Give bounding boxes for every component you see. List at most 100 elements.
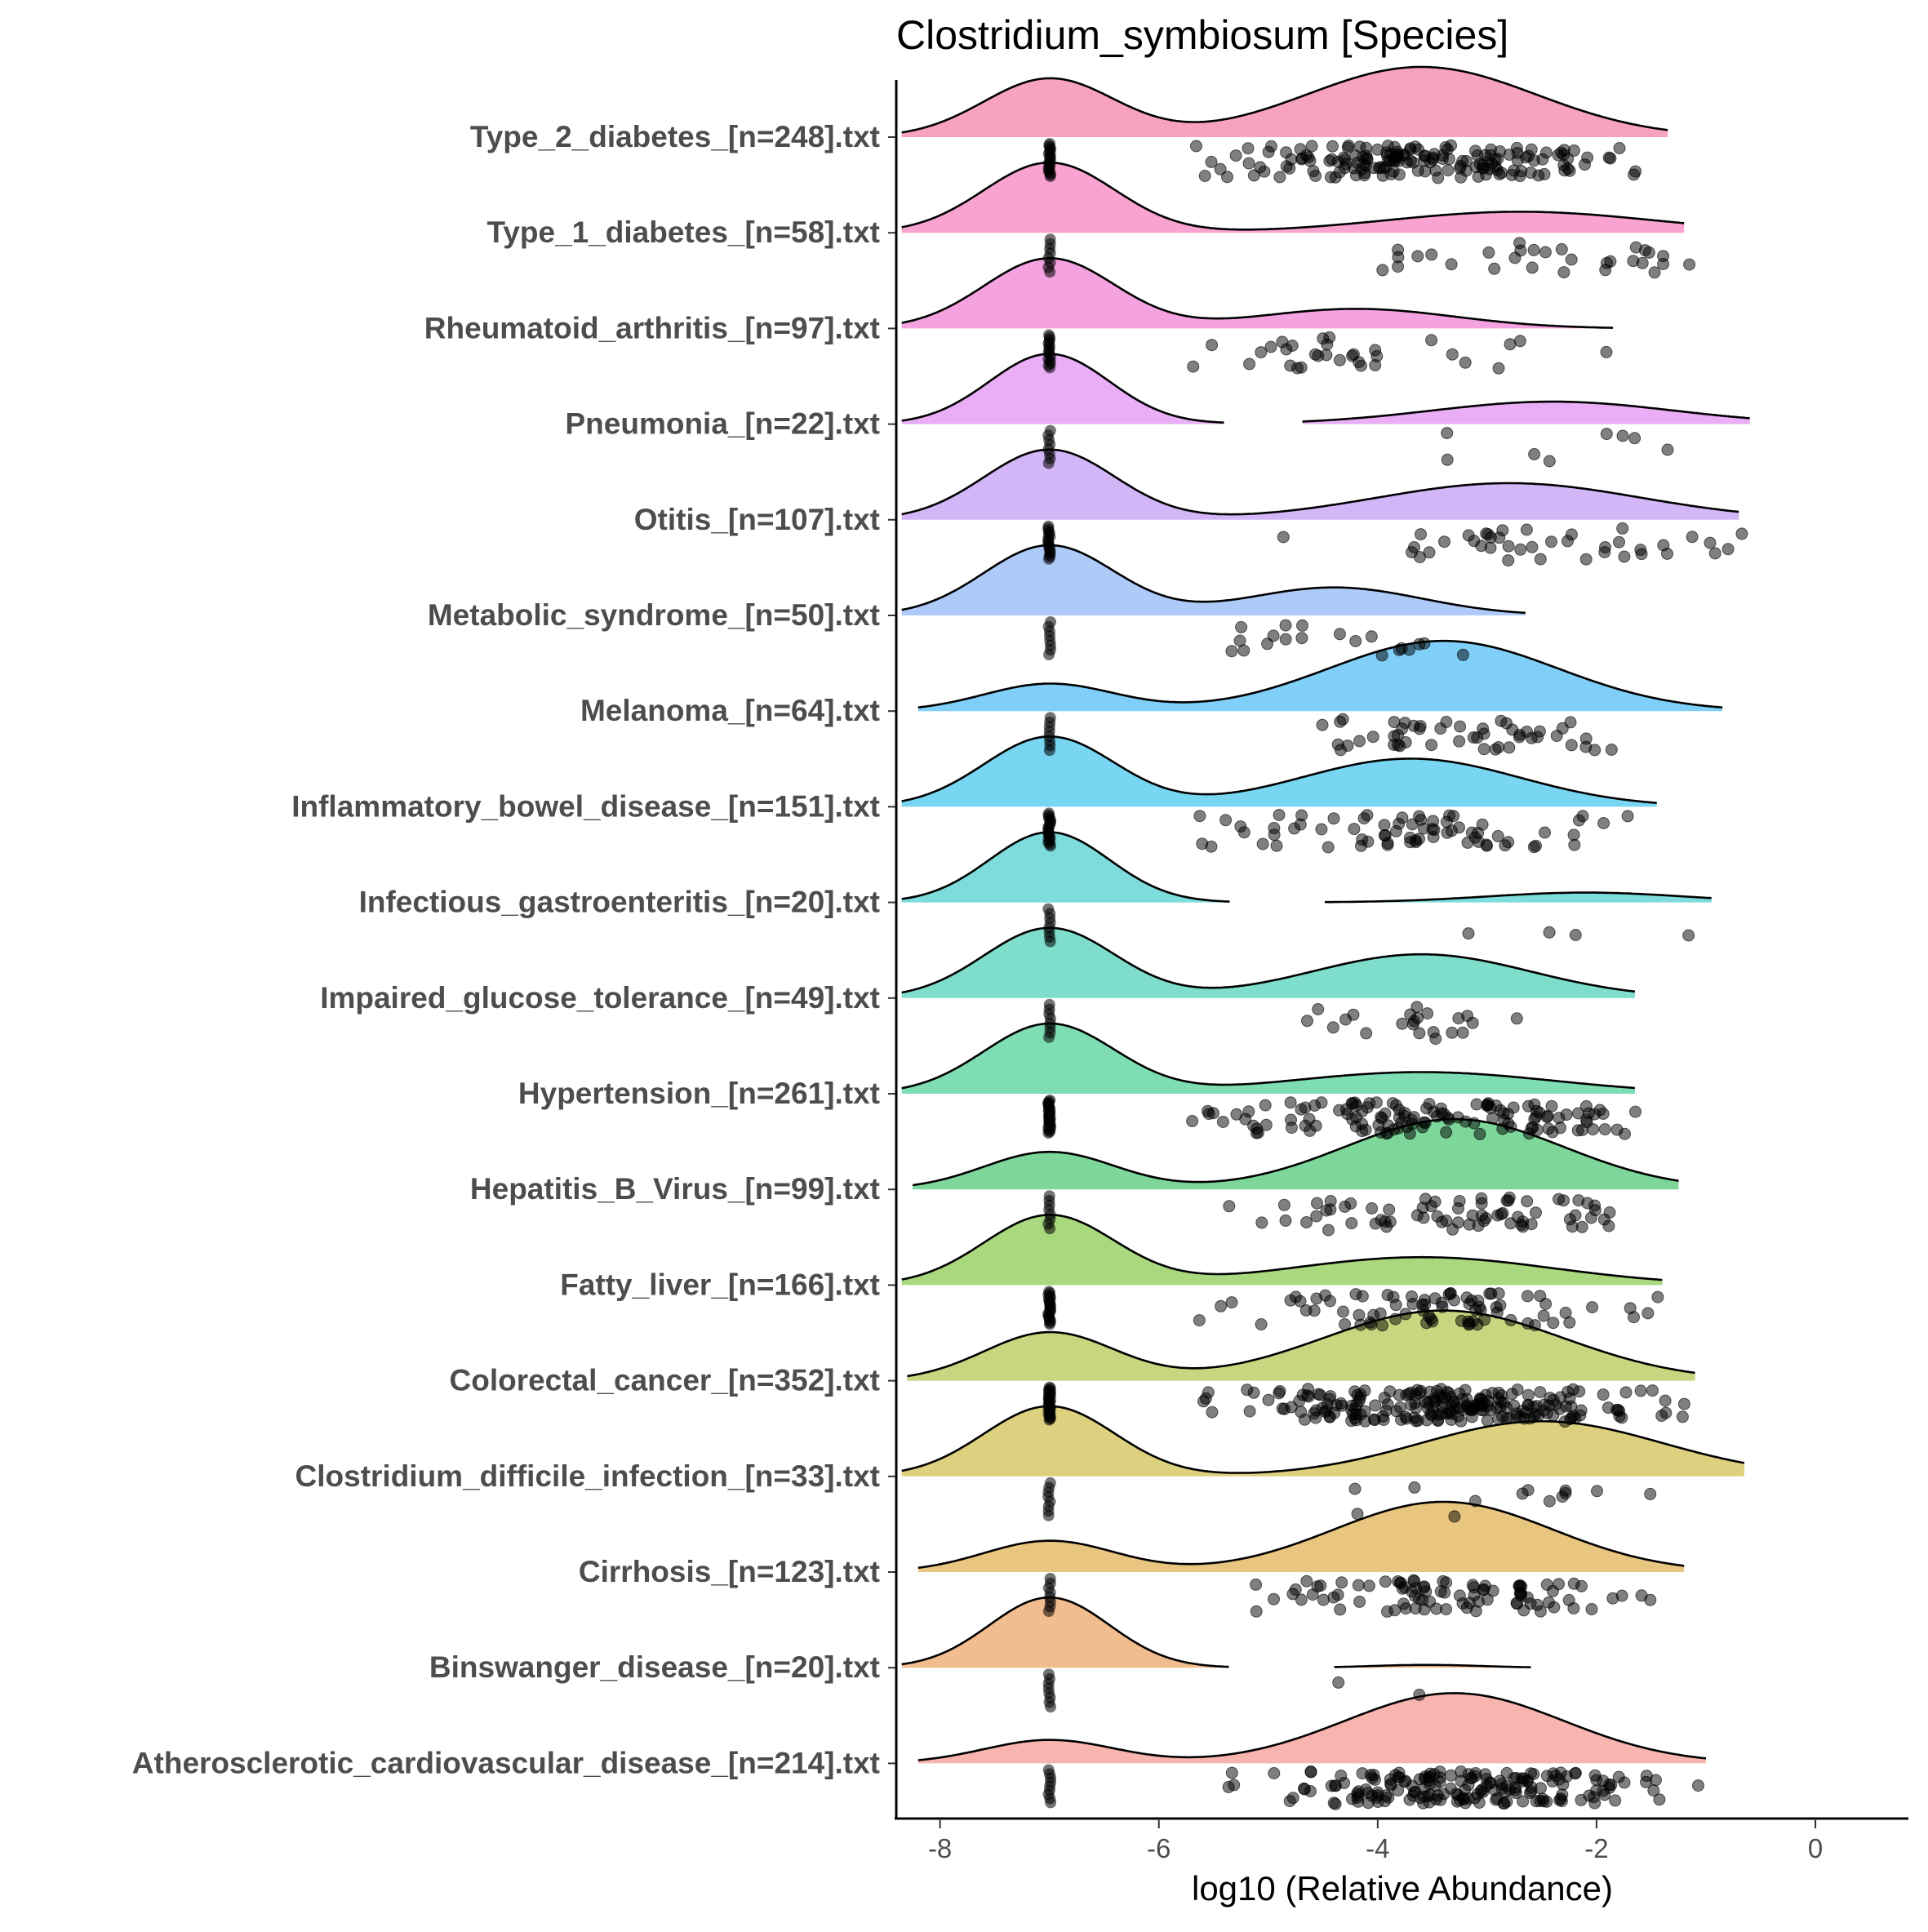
data-point [1565,528,1578,541]
data-point [1704,536,1717,549]
nonzero-points [1301,1001,1523,1046]
data-point [1243,358,1256,371]
data-point [1597,1388,1610,1401]
data-point [1683,258,1696,271]
data-point [1351,1787,1364,1800]
data-point [1411,250,1424,263]
data-point [1413,1592,1425,1606]
data-point [1418,1772,1431,1785]
data-point [1456,1404,1469,1416]
data-point [1459,356,1472,369]
y-tick-label: Type_1_diabetes_[n=58].txt [486,215,880,249]
data-point [1434,1585,1447,1598]
data-point [1428,1195,1442,1208]
data-point [1659,1394,1672,1407]
data-point [1473,835,1485,848]
data-point [1355,839,1367,852]
density-cloud [917,1692,1707,1764]
data-point [1359,1123,1372,1136]
data-point [1044,1223,1056,1235]
data-point [1346,349,1359,362]
data-point [1477,722,1490,735]
data-point [1279,633,1292,646]
data-point [1223,1200,1236,1213]
y-tick-label: Metabolic_syndrome_[n=50].txt [428,598,880,632]
zero-points [1042,807,1057,852]
data-point [1453,1589,1466,1602]
density-outline [901,1214,1663,1281]
data-point [1567,1577,1580,1590]
data-point [1270,839,1283,852]
data-point [1219,814,1233,827]
data-point [1565,739,1578,752]
nonzero-points [1187,331,1613,375]
data-point [1354,1318,1367,1331]
density-outline [901,831,1230,903]
data-point [1591,1485,1603,1498]
data-point [1486,1112,1499,1125]
y-tick-label: Impaired_glucose_tolerance_[n=49].txt [320,981,880,1015]
data-point [1379,1575,1392,1588]
density-fill [901,545,1526,615]
data-point [1278,1402,1291,1415]
data-point [1502,540,1515,553]
data-point [1206,1107,1219,1120]
data-point [1600,345,1613,358]
data-point [1354,1388,1367,1401]
data-point [1360,1027,1373,1040]
density-outline [1302,400,1750,423]
data-point [1635,1589,1648,1602]
data-point [1468,1117,1481,1130]
data-point [1389,1769,1402,1782]
x-axis-label: log10 (Relative Abundance) [1192,1869,1613,1908]
data-point [1526,1401,1539,1414]
data-point [1315,823,1328,836]
data-point [1454,720,1467,733]
data-point [1547,1317,1560,1330]
data-point [1651,1290,1664,1304]
data-point [1634,544,1647,557]
y-tick-label: Infectious_gastroenteritis_[n=20].txt [359,886,880,919]
data-point [1650,1774,1662,1787]
data-point [1267,629,1280,642]
zero-points [1043,712,1056,757]
data-point [1629,1105,1641,1118]
data-point [1392,260,1405,273]
data-point [1383,1203,1396,1216]
density-outline [901,1405,1745,1474]
nonzero-points [1376,237,1696,279]
data-point [1648,266,1661,279]
data-point [1428,1292,1442,1305]
data-point [1315,1096,1328,1109]
data-point [1451,1216,1464,1229]
data-point [1575,1220,1588,1233]
data-point [1399,1308,1412,1321]
data-point [1644,1487,1657,1500]
data-point [1598,546,1611,558]
data-point [1262,1393,1275,1406]
data-point [1259,1118,1273,1131]
zero-points [1043,998,1056,1043]
nonzero-points [1277,522,1748,567]
data-point [1470,1098,1483,1111]
data-point [1043,1414,1055,1426]
data-point [1621,810,1634,823]
data-point [1044,935,1056,948]
data-point [1454,159,1467,172]
data-point [1250,1578,1263,1591]
data-point [1333,628,1346,641]
density-fill [901,353,1224,424]
data-point [1543,926,1556,939]
data-point [1634,1384,1647,1397]
data-point [1044,266,1056,278]
data-point [1393,643,1406,656]
data-point [1429,164,1442,177]
density-fill [917,641,1723,712]
density-outline [917,1692,1707,1761]
density-outline [901,161,1685,231]
data-point [1502,554,1515,567]
data-point [1612,1770,1625,1783]
data-point [1601,1401,1615,1415]
data-point [1242,157,1255,170]
data-point [1045,1701,1056,1713]
